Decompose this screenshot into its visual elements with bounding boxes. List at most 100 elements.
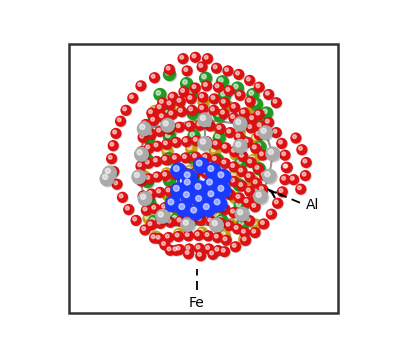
Circle shape <box>214 133 226 145</box>
Circle shape <box>239 168 243 172</box>
Circle shape <box>175 245 185 255</box>
Circle shape <box>134 172 139 178</box>
Circle shape <box>187 186 190 190</box>
Circle shape <box>211 148 216 152</box>
Circle shape <box>193 182 209 198</box>
Circle shape <box>255 110 265 120</box>
Circle shape <box>243 197 252 207</box>
Circle shape <box>220 98 229 108</box>
Circle shape <box>238 181 248 192</box>
Circle shape <box>257 115 268 126</box>
Circle shape <box>165 65 174 74</box>
Circle shape <box>189 208 200 219</box>
Circle shape <box>252 204 256 207</box>
Circle shape <box>243 138 253 148</box>
Circle shape <box>177 107 187 116</box>
Circle shape <box>239 234 250 245</box>
Circle shape <box>187 152 200 165</box>
Circle shape <box>284 164 288 168</box>
Circle shape <box>182 176 197 192</box>
Circle shape <box>179 108 182 112</box>
Circle shape <box>171 154 181 163</box>
Circle shape <box>123 107 127 111</box>
Circle shape <box>156 210 171 225</box>
Circle shape <box>216 215 228 227</box>
Circle shape <box>202 202 206 206</box>
Circle shape <box>189 205 205 221</box>
Circle shape <box>229 114 240 124</box>
Circle shape <box>226 222 230 226</box>
Circle shape <box>172 203 175 207</box>
Circle shape <box>217 215 229 228</box>
Circle shape <box>202 81 212 91</box>
Circle shape <box>200 94 203 98</box>
Circle shape <box>162 119 176 133</box>
Circle shape <box>263 170 278 184</box>
Circle shape <box>282 152 285 156</box>
Circle shape <box>176 217 186 227</box>
Circle shape <box>163 121 168 126</box>
Circle shape <box>162 168 173 180</box>
Circle shape <box>237 159 241 164</box>
Circle shape <box>195 232 199 236</box>
Circle shape <box>241 236 251 246</box>
Circle shape <box>211 191 215 195</box>
Circle shape <box>236 129 240 133</box>
Circle shape <box>166 196 177 207</box>
Circle shape <box>143 121 146 125</box>
Circle shape <box>235 132 244 142</box>
Circle shape <box>150 116 160 126</box>
Circle shape <box>181 189 196 204</box>
Circle shape <box>301 157 311 167</box>
Circle shape <box>236 142 241 147</box>
Circle shape <box>151 204 161 215</box>
Circle shape <box>163 153 176 166</box>
Circle shape <box>259 126 274 141</box>
Circle shape <box>140 124 145 130</box>
Circle shape <box>125 206 129 210</box>
Circle shape <box>185 245 195 255</box>
Circle shape <box>231 242 241 252</box>
Circle shape <box>274 200 278 204</box>
Circle shape <box>166 126 170 130</box>
Circle shape <box>104 167 118 181</box>
Circle shape <box>163 170 167 174</box>
Circle shape <box>173 228 185 239</box>
Circle shape <box>175 123 185 133</box>
Circle shape <box>139 170 150 181</box>
Circle shape <box>145 144 155 154</box>
Circle shape <box>203 155 207 158</box>
Circle shape <box>185 251 189 254</box>
Circle shape <box>158 212 164 217</box>
Circle shape <box>184 179 190 185</box>
Circle shape <box>109 167 119 176</box>
Circle shape <box>153 173 163 183</box>
Circle shape <box>137 150 142 155</box>
Circle shape <box>236 202 241 207</box>
Circle shape <box>260 170 270 180</box>
Circle shape <box>176 201 191 216</box>
Circle shape <box>216 125 220 129</box>
Circle shape <box>137 82 147 92</box>
Circle shape <box>278 139 287 149</box>
Circle shape <box>216 218 225 228</box>
Circle shape <box>197 62 207 72</box>
Circle shape <box>253 163 265 175</box>
Circle shape <box>254 163 266 176</box>
Circle shape <box>201 201 212 211</box>
Circle shape <box>212 221 217 226</box>
Circle shape <box>230 103 241 113</box>
Circle shape <box>223 145 226 148</box>
Circle shape <box>289 175 299 185</box>
Circle shape <box>254 130 264 140</box>
Circle shape <box>193 169 197 173</box>
Circle shape <box>164 131 175 143</box>
Circle shape <box>240 109 250 119</box>
Circle shape <box>235 193 244 203</box>
Circle shape <box>233 215 245 226</box>
Circle shape <box>190 208 201 220</box>
Circle shape <box>166 197 182 213</box>
Circle shape <box>215 134 220 139</box>
Circle shape <box>156 235 160 239</box>
Circle shape <box>282 163 292 173</box>
